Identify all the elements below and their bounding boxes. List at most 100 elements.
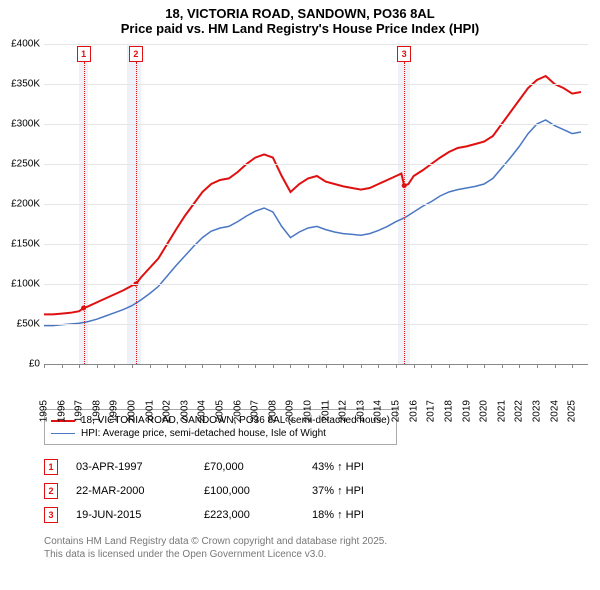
x-axis-label: 1996 [56,400,67,422]
y-axis-label: £300K [0,119,40,130]
x-axis-label: 2004 [197,400,208,422]
transaction-price: £70,000 [204,461,294,473]
x-axis-label: 2002 [162,400,173,422]
x-tick-mark [519,364,520,368]
y-gridline [44,84,588,85]
x-tick-mark [150,364,151,368]
x-tick-mark [220,364,221,368]
marker-vline [136,62,137,364]
x-axis-label: 2020 [479,400,490,422]
y-gridline [44,284,588,285]
x-axis-label: 1998 [91,400,102,422]
transaction-row: 103-APR-1997£70,00043% ↑ HPI [44,455,588,479]
x-tick-mark [396,364,397,368]
x-axis-label: 2021 [496,400,507,422]
x-axis-label: 2007 [250,400,261,422]
title-address: 18, VICTORIA ROAD, SANDOWN, PO36 8AL [0,6,600,21]
x-tick-mark [132,364,133,368]
footer-line1: Contains HM Land Registry data © Crown c… [44,535,588,548]
x-axis-label: 2024 [549,400,560,422]
transaction-number-box: 3 [44,507,58,523]
y-axis-label: £50K [0,319,40,330]
transaction-price: £100,000 [204,485,294,497]
x-axis-label: 2010 [303,400,314,422]
y-gridline [44,124,588,125]
y-axis-label: £100K [0,279,40,290]
x-tick-mark [572,364,573,368]
x-axis-label: 2006 [232,400,243,422]
transaction-row: 2 22-MAR-2000 £100,000 37% ↑ HPI [44,479,588,503]
y-gridline [44,244,588,245]
legend-swatch [51,433,75,434]
transaction-date: 19-JUN-2015 [76,509,186,521]
marker-number-box: 1 [77,46,91,62]
x-tick-mark [238,364,239,368]
marker-number-box: 3 [397,46,411,62]
title-subtitle: Price paid vs. HM Land Registry's House … [0,21,600,36]
x-axis-label: 2000 [127,400,138,422]
x-tick-mark [361,364,362,368]
x-tick-mark [44,364,45,368]
x-tick-mark [414,364,415,368]
x-axis-label: 2008 [267,400,278,422]
y-axis-label: £200K [0,199,40,210]
y-axis-label: £400K [0,39,40,50]
transaction-hpi: 18% ↑ HPI [312,509,402,521]
transaction-hpi: 37% ↑ HPI [312,485,402,497]
transaction-number-box: 2 [44,483,58,499]
legend-item: HPI: Average price, semi-detached house,… [51,427,390,440]
x-axis-label: 2015 [391,400,402,422]
y-axis-label: £350K [0,79,40,90]
transaction-number-box: 1 [44,459,58,475]
x-tick-mark [378,364,379,368]
y-axis-label: £150K [0,239,40,250]
y-axis-label: £0 [0,359,40,370]
x-tick-mark [79,364,80,368]
series-line [44,120,581,326]
x-axis-label: 2018 [443,400,454,422]
x-axis-label: 2011 [320,400,331,422]
y-gridline [44,44,588,45]
x-tick-mark [343,364,344,368]
footer-line2: This data is licensed under the Open Gov… [44,548,588,561]
x-tick-mark [167,364,168,368]
chart-plot-area: £0£50K£100K£150K£200K£250K£300K£350K£400… [44,44,588,365]
x-axis-label: 2003 [179,400,190,422]
transaction-date: 22-MAR-2000 [76,485,186,497]
x-tick-mark [273,364,274,368]
x-tick-mark [255,364,256,368]
x-axis-label: 2012 [338,400,349,422]
x-axis-label: 2017 [426,400,437,422]
y-gridline [44,324,588,325]
marker-vline [84,62,85,364]
x-axis-label: 2023 [531,400,542,422]
y-gridline [44,164,588,165]
x-tick-mark [202,364,203,368]
marker-number-box: 2 [129,46,143,62]
x-tick-mark [114,364,115,368]
y-gridline [44,204,588,205]
chart-container: 18, VICTORIA ROAD, SANDOWN, PO36 8AL Pri… [0,0,600,561]
chart-title: 18, VICTORIA ROAD, SANDOWN, PO36 8AL Pri… [0,0,600,36]
x-axis-label: 2005 [215,400,226,422]
x-axis-label: 2016 [408,400,419,422]
x-tick-mark [290,364,291,368]
y-axis-label: £250K [0,159,40,170]
x-tick-mark [431,364,432,368]
x-axis-label: 2001 [144,400,155,422]
transaction-row: 3 19-JUN-2015 £223,000 18% ↑ HPI [44,503,588,527]
x-tick-mark [308,364,309,368]
x-axis-label: 2022 [514,400,525,422]
legend-label: HPI: Average price, semi-detached house,… [81,428,326,439]
x-tick-mark [484,364,485,368]
transaction-date: 03-APR-1997 [76,461,186,473]
x-tick-mark [326,364,327,368]
x-tick-mark [449,364,450,368]
x-axis-label: 1997 [74,400,85,422]
x-axis-label: 1995 [39,400,50,422]
transaction-price: £223,000 [204,509,294,521]
x-axis-label: 2025 [567,400,578,422]
x-axis-label: 2013 [355,400,366,422]
x-tick-mark [467,364,468,368]
x-axis-label: 1999 [109,400,120,422]
